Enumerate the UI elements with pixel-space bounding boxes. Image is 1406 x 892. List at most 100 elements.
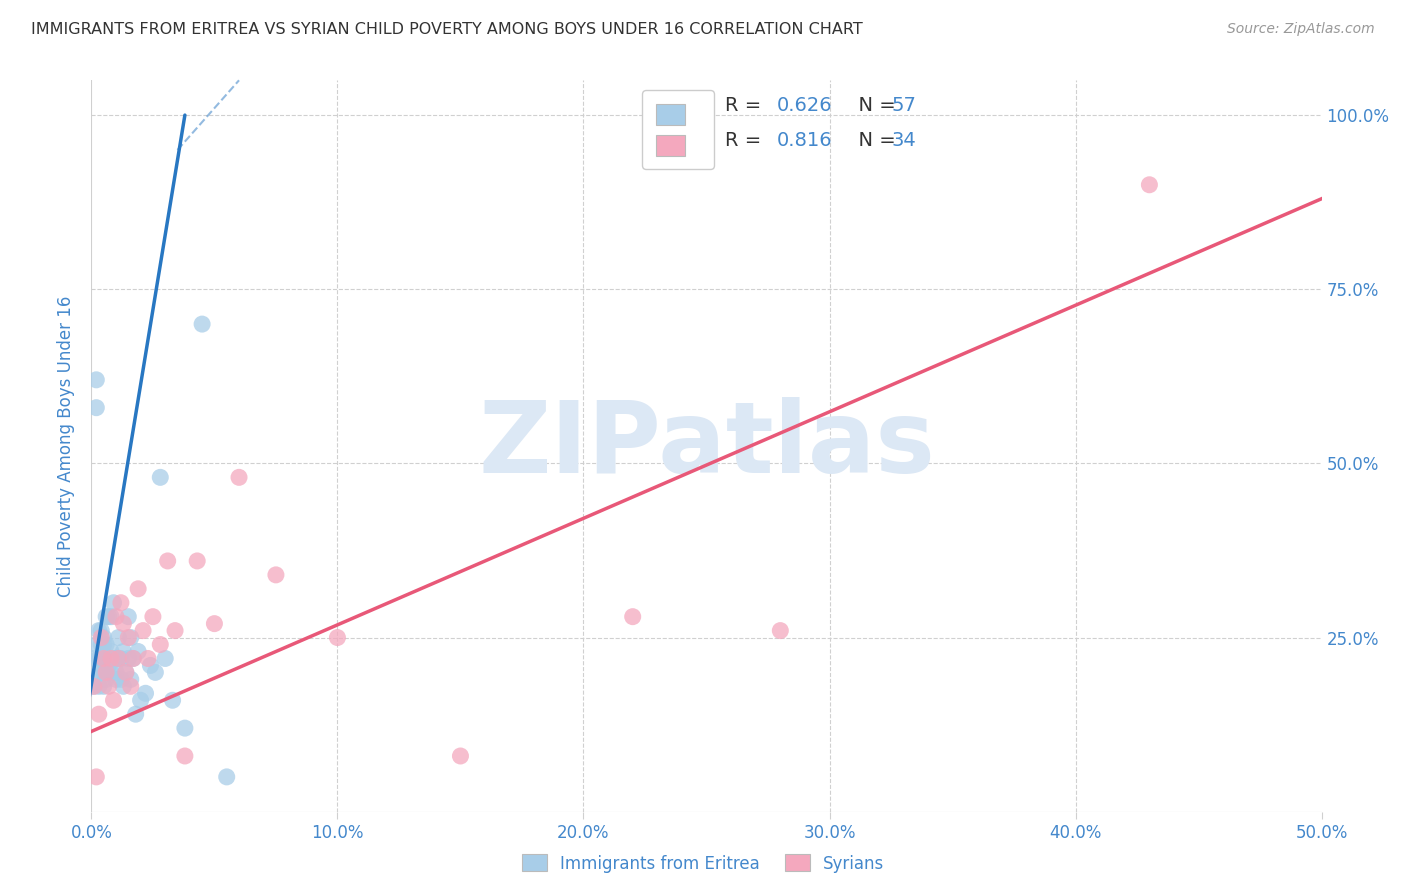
Point bbox=[90, 631, 112, 645]
Point bbox=[202, 616, 225, 631]
Point bbox=[114, 665, 138, 680]
Point bbox=[110, 596, 132, 610]
Text: 34: 34 bbox=[891, 131, 915, 150]
Point bbox=[83, 679, 105, 693]
Point bbox=[107, 631, 129, 645]
Point bbox=[129, 693, 152, 707]
Text: IMMIGRANTS FROM ERITREA VS SYRIAN CHILD POVERTY AMONG BOYS UNDER 16 CORRELATION : IMMIGRANTS FROM ERITREA VS SYRIAN CHILD … bbox=[31, 22, 863, 37]
Point bbox=[136, 651, 159, 665]
Text: R =: R = bbox=[725, 131, 768, 150]
Point bbox=[127, 644, 149, 658]
Point bbox=[87, 665, 110, 680]
Point bbox=[449, 749, 471, 764]
Text: 0.626: 0.626 bbox=[776, 96, 832, 115]
Point bbox=[228, 470, 250, 484]
Point bbox=[120, 679, 142, 693]
Point bbox=[100, 651, 122, 665]
Point bbox=[93, 631, 115, 645]
Point bbox=[87, 624, 110, 638]
Point bbox=[326, 631, 349, 645]
Point bbox=[90, 638, 112, 652]
Point bbox=[114, 665, 138, 680]
Legend: , : , bbox=[643, 90, 714, 169]
Point bbox=[117, 631, 139, 645]
Point bbox=[103, 651, 125, 665]
Point bbox=[153, 651, 177, 665]
Point bbox=[97, 609, 120, 624]
Point bbox=[90, 624, 112, 638]
Legend: Immigrants from Eritrea, Syrians: Immigrants from Eritrea, Syrians bbox=[515, 847, 891, 880]
Point bbox=[103, 596, 125, 610]
Point bbox=[90, 651, 112, 665]
Point bbox=[100, 665, 122, 680]
Point bbox=[174, 721, 197, 735]
Y-axis label: Child Poverty Among Boys Under 16: Child Poverty Among Boys Under 16 bbox=[58, 295, 76, 597]
Point bbox=[117, 609, 139, 624]
Point bbox=[96, 673, 117, 687]
Point bbox=[97, 651, 120, 665]
Text: N =: N = bbox=[845, 96, 901, 115]
Point bbox=[90, 665, 112, 680]
Point bbox=[621, 609, 644, 624]
Point bbox=[105, 609, 127, 624]
Point bbox=[139, 658, 162, 673]
Point bbox=[132, 624, 155, 638]
Point bbox=[97, 679, 120, 693]
Point bbox=[87, 651, 110, 665]
Point bbox=[93, 651, 115, 665]
Point bbox=[96, 651, 117, 665]
Point bbox=[103, 693, 125, 707]
Point bbox=[112, 644, 135, 658]
Point bbox=[142, 609, 165, 624]
Point bbox=[163, 624, 186, 638]
Point bbox=[215, 770, 238, 784]
Point bbox=[105, 665, 127, 680]
Point bbox=[769, 624, 792, 638]
Point bbox=[100, 644, 122, 658]
Point bbox=[149, 638, 172, 652]
Point bbox=[86, 770, 108, 784]
Point bbox=[110, 651, 132, 665]
Point bbox=[93, 651, 115, 665]
Point bbox=[87, 707, 110, 722]
Point bbox=[96, 665, 117, 680]
Point bbox=[105, 651, 127, 665]
Text: 0.816: 0.816 bbox=[776, 131, 832, 150]
Point bbox=[124, 707, 146, 722]
Point bbox=[135, 686, 156, 700]
Text: ZIPatlas: ZIPatlas bbox=[478, 398, 935, 494]
Point bbox=[264, 567, 287, 582]
Point bbox=[149, 470, 172, 484]
Point bbox=[122, 651, 145, 665]
Point bbox=[145, 665, 166, 680]
Text: R =: R = bbox=[725, 96, 768, 115]
Point bbox=[110, 673, 132, 687]
Point bbox=[107, 651, 129, 665]
Point bbox=[112, 679, 135, 693]
Point bbox=[156, 554, 179, 568]
Point bbox=[93, 638, 115, 652]
Point bbox=[96, 609, 117, 624]
Point bbox=[83, 651, 105, 665]
Point bbox=[86, 401, 108, 415]
Point bbox=[87, 679, 110, 693]
Text: N =: N = bbox=[845, 131, 901, 150]
Point bbox=[105, 673, 127, 687]
Point bbox=[127, 582, 149, 596]
Point bbox=[97, 658, 120, 673]
Point bbox=[96, 638, 117, 652]
Point bbox=[191, 317, 214, 331]
Point bbox=[83, 679, 105, 693]
Text: 57: 57 bbox=[891, 96, 915, 115]
Point bbox=[117, 651, 139, 665]
Point bbox=[174, 749, 197, 764]
Point bbox=[120, 673, 142, 687]
Point bbox=[86, 373, 108, 387]
Point bbox=[1139, 178, 1161, 192]
Point bbox=[86, 638, 108, 652]
Point bbox=[120, 631, 142, 645]
Point bbox=[122, 651, 145, 665]
Point bbox=[93, 665, 115, 680]
Point bbox=[162, 693, 184, 707]
Point bbox=[93, 679, 115, 693]
